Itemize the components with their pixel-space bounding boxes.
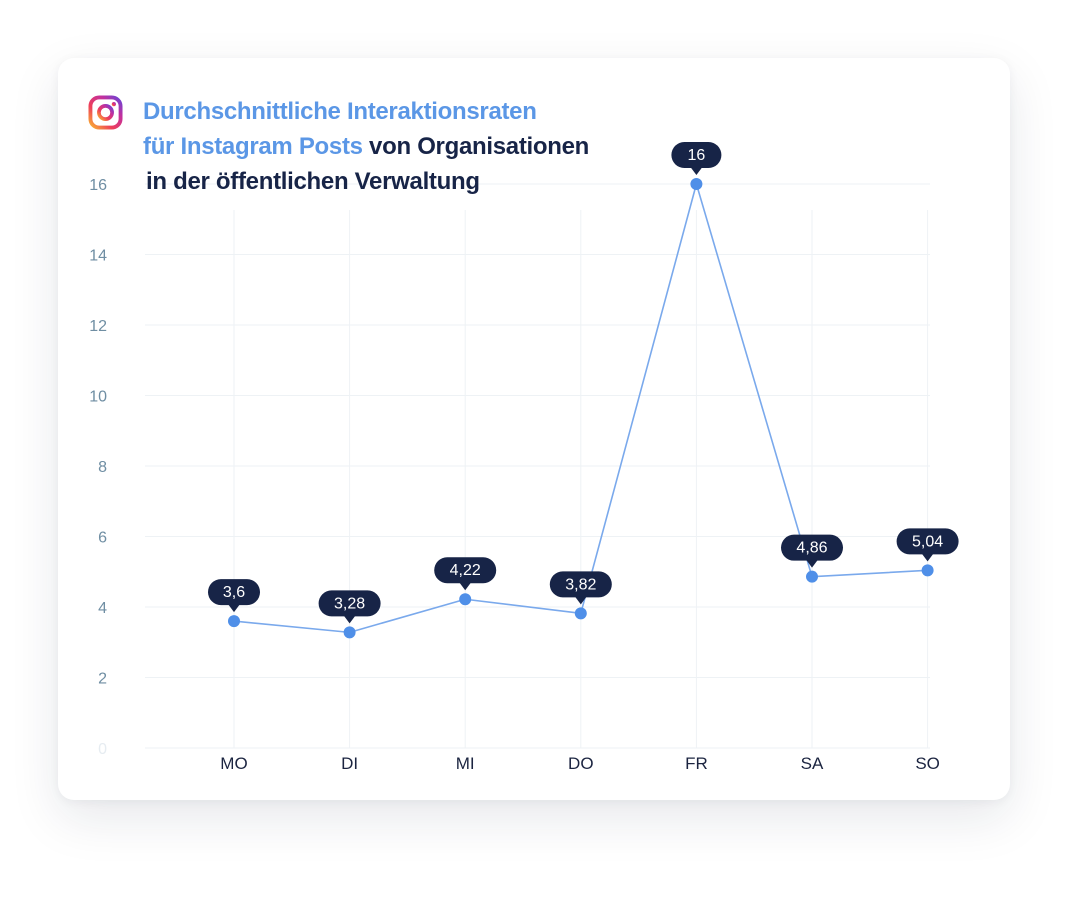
x-tick-label-sa: SA xyxy=(801,754,824,773)
data-label-bubble xyxy=(318,590,381,617)
y-tick-label-12: 12 xyxy=(89,318,107,335)
data-label-text: 4,86 xyxy=(796,540,827,557)
data-label-di: 3,28 xyxy=(318,590,381,624)
chart-card xyxy=(58,58,1010,800)
x-axis: MO DI MI DO FR SA SO xyxy=(220,754,940,773)
data-label-text: 5,04 xyxy=(912,533,943,550)
x-tick-label-mo: MO xyxy=(220,754,247,773)
y-tick-label-0: 0 xyxy=(98,741,107,758)
title-line-1: Durchschnittliche Interaktionsraten xyxy=(143,98,537,125)
y-tick-label-14: 14 xyxy=(89,248,107,265)
data-label-bubble xyxy=(671,142,722,168)
x-tick-label-mi: MI xyxy=(456,754,475,773)
data-label-mo: 3,6 xyxy=(208,579,260,613)
data-point-mo xyxy=(228,615,240,628)
data-label-bubble xyxy=(781,534,843,561)
data-point-fr xyxy=(690,178,703,190)
data-label-pointer xyxy=(343,615,356,624)
x-tick-label-do: DO xyxy=(568,754,594,773)
title-line-2-accent: für Instagram Posts xyxy=(143,133,363,160)
data-label-pointer xyxy=(690,167,703,175)
instagram-icon xyxy=(88,95,123,130)
y-tick-label-2: 2 xyxy=(98,671,107,688)
chart-title: Durchschnittliche Interaktionsraten für … xyxy=(143,94,589,199)
data-label-text: 4,22 xyxy=(450,562,481,579)
data-label-pointer xyxy=(574,596,587,605)
x-tick-label-so: SO xyxy=(915,754,940,773)
data-label-bubble xyxy=(896,528,959,555)
y-tick-label-6: 6 xyxy=(98,530,107,547)
y-tick-label-10: 10 xyxy=(89,389,107,406)
data-points xyxy=(228,178,934,639)
data-point-di xyxy=(343,626,356,639)
x-tick-label-fr: FR xyxy=(685,754,708,773)
data-label-pointer xyxy=(806,559,818,568)
data-point-so xyxy=(921,564,934,577)
data-point-do xyxy=(574,607,587,620)
data-label-bubble xyxy=(208,579,260,606)
data-label-pointer xyxy=(228,604,240,613)
data-point-sa xyxy=(806,570,818,583)
title-line-3: in der öffentlichen Verwaltung xyxy=(146,168,480,195)
data-labels: 3,6 3,28 4,22 3,82 16 4,86 5,04 xyxy=(208,142,959,624)
data-label-fr: 16 xyxy=(671,142,722,175)
data-label-text: 3,28 xyxy=(334,595,365,612)
data-label-text: 16 xyxy=(688,147,706,164)
data-label-text: 3,6 xyxy=(223,584,245,601)
y-tick-label-4: 4 xyxy=(98,600,107,617)
data-label-sa: 4,86 xyxy=(781,534,843,568)
x-tick-label-di: DI xyxy=(341,754,358,773)
data-label-bubble xyxy=(434,557,497,584)
data-label-mi: 4,22 xyxy=(434,557,497,591)
data-label-text: 3,82 xyxy=(565,576,596,593)
y-tick-label-8: 8 xyxy=(98,459,107,476)
data-label-bubble xyxy=(549,571,612,598)
data-label-pointer xyxy=(921,553,934,562)
data-point-mi xyxy=(459,593,472,606)
y-axis: 0 2 4 6 8 10 12 14 16 xyxy=(89,177,107,758)
data-label-so: 5,04 xyxy=(896,528,959,562)
data-label-pointer xyxy=(459,582,472,591)
grid xyxy=(145,183,930,749)
y-tick-label-16: 16 xyxy=(89,177,107,194)
title-line-2-rest: von Organisationen xyxy=(362,133,590,160)
title-line-2: für Instagram Posts von Organisationen xyxy=(143,129,589,164)
data-label-do: 3,82 xyxy=(549,571,612,605)
